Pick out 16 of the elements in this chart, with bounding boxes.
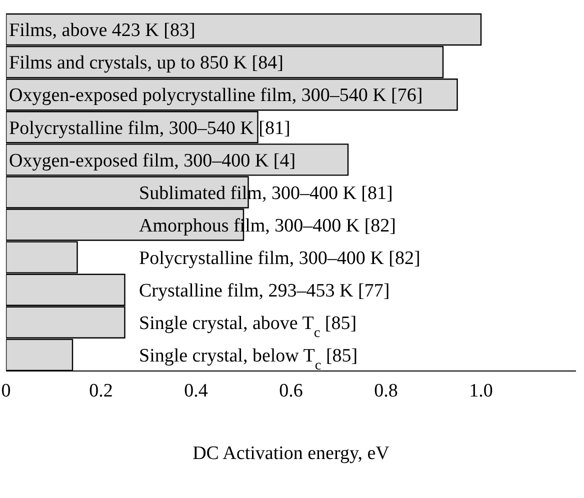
- x-tick-label: 0.4: [184, 380, 208, 402]
- y-tick-label: Oxygen-exposed polycrystalline film, 300–540 K [76]: [9, 85, 423, 106]
- x-tick-label: 0.2: [89, 380, 113, 402]
- y-tick-label: Films and crystals, up to 850 K [84]: [9, 52, 284, 74]
- x-tick-label: 1.0: [469, 380, 493, 402]
- y-tick-label: Polycrystalline film, 300–540 K [81]: [9, 118, 290, 139]
- y-tick-label: Polycrystalline film, 300–400 K [82]: [139, 248, 420, 269]
- y-tick-label: Oxygen-exposed film, 300–400 K [4]: [9, 150, 296, 172]
- x-axis-title: DC Activation energy, eV: [192, 443, 390, 464]
- y-tick-label: Films, above 423 K [83]: [9, 20, 196, 42]
- y-tick-label: Single crystal, below T$_{c}$ [85]: [139, 346, 358, 374]
- y-tick-label: Single crystal, above T$_{c}$ [85]: [139, 313, 357, 342]
- x-tick-label: 0: [1, 380, 11, 402]
- x-tick-label: 0.8: [374, 380, 398, 402]
- x-tick-label: 0.6: [279, 380, 303, 402]
- y-tick-label: Crystalline film, 293–453 K [77]: [139, 280, 390, 302]
